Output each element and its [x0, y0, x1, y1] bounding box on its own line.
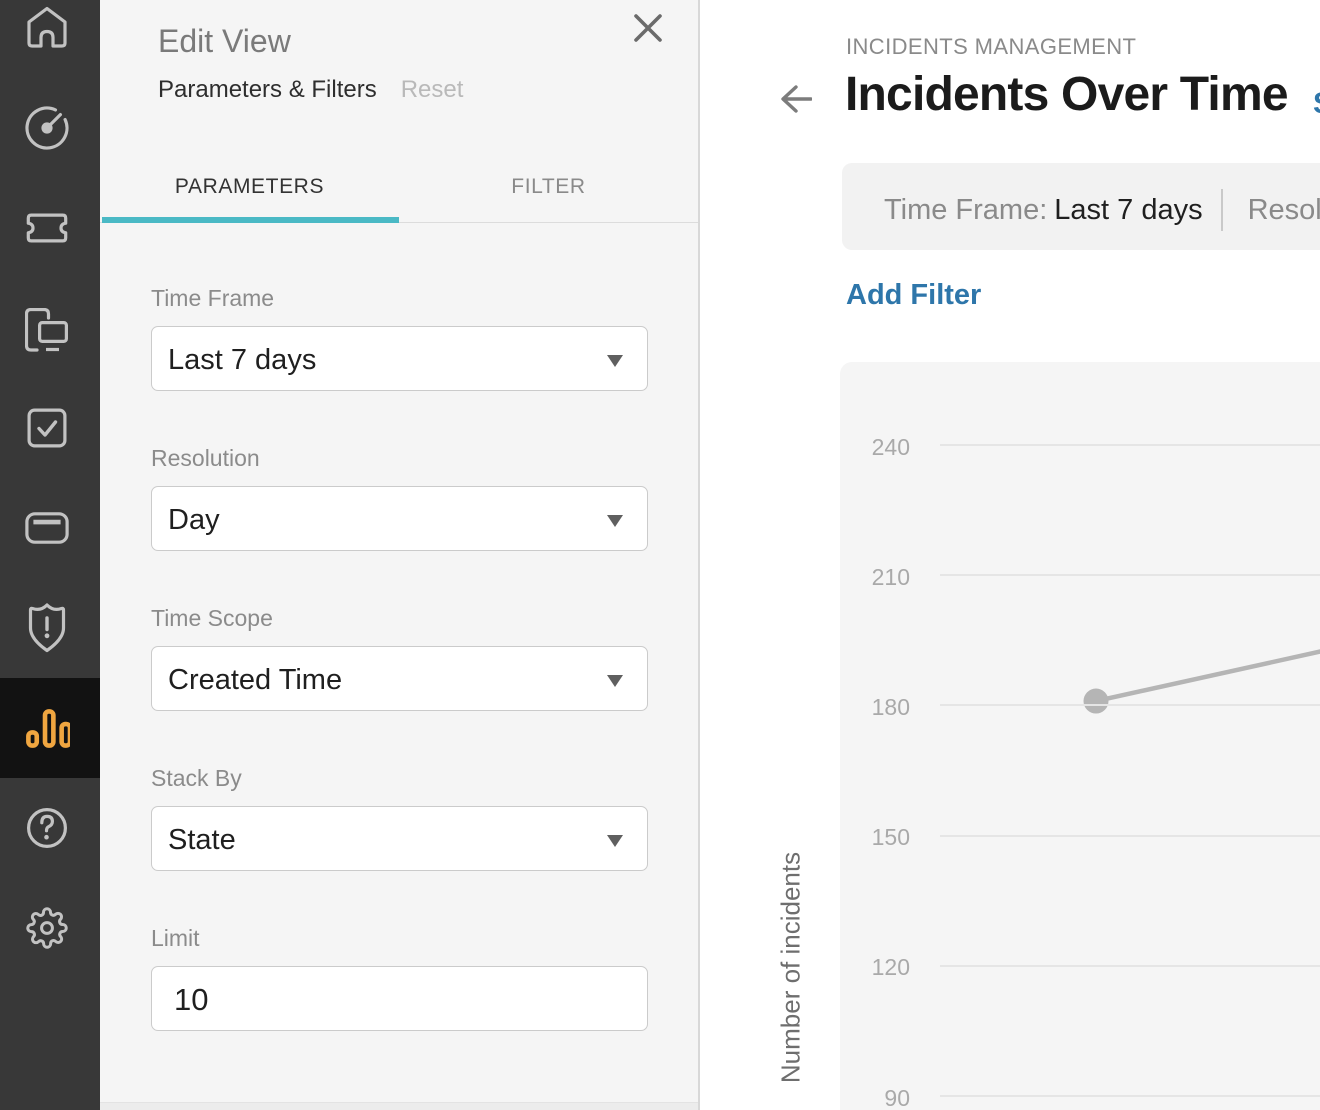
chevron-down-icon: [607, 514, 623, 527]
gridline-90: [940, 1095, 1320, 1097]
filter-summary-bar[interactable]: Time Frame: Last 7 days Resolution: Day: [842, 163, 1320, 250]
data-point: [1083, 688, 1109, 714]
sidebar-item-ticket[interactable]: [0, 178, 100, 278]
sidebar-item-help[interactable]: [0, 778, 100, 878]
chevron-down-icon: [607, 834, 623, 847]
tab-bar: PARAMETERS FILTER: [100, 165, 698, 223]
sidebar-item-devices[interactable]: [0, 280, 100, 380]
shield-alert-icon: [25, 603, 76, 653]
gridline-120: [940, 964, 1320, 967]
filterbar-label-timeframe: Time Frame:: [884, 193, 1048, 226]
reset-link[interactable]: Reset: [400, 76, 464, 103]
field-label: Time Scope: [151, 605, 273, 631]
help-icon: [25, 806, 76, 850]
sidebar-item-shield-alert[interactable]: [0, 578, 100, 678]
limit-input[interactable]: [151, 966, 648, 1031]
gridline-180: [940, 704, 1320, 707]
field-label: Limit: [151, 925, 200, 951]
close-icon: [634, 14, 662, 42]
field-group-limit: Limit: [151, 924, 648, 1084]
devices-icon: [24, 308, 76, 352]
chart-panel: Number of incidents 240 210 180 150 120 90: [776, 362, 1320, 1110]
filterbar-label-resolution: Resolution:: [1247, 193, 1320, 226]
select-value: Day: [168, 504, 220, 536]
field-label: Time Frame: [151, 285, 275, 311]
chevron-down-icon: [607, 354, 623, 367]
filterbar-value-timeframe: Last 7 days: [1054, 193, 1203, 226]
save-link[interactable]: Save: [1313, 87, 1320, 121]
y-tick-180: 180: [871, 693, 910, 720]
y-tick-120: 120: [871, 954, 910, 981]
ticket-icon: [25, 206, 76, 250]
task-check-icon: [25, 406, 76, 450]
active-tab-underline: [102, 217, 399, 223]
home-icon: [25, 6, 76, 50]
bar-chart-icon: [24, 705, 77, 751]
tab-filter[interactable]: FILTER: [511, 175, 586, 198]
settings-icon: [25, 906, 76, 950]
gridline-210: [940, 574, 1320, 577]
field-label: Resolution: [151, 445, 260, 471]
back-arrow-icon: [781, 85, 812, 113]
page-title: Incidents Over Time: [845, 68, 1289, 121]
chart-line-series: [1083, 649, 1320, 714]
edit-view-panel: Edit View Parameters & Filters Reset PARA…: [100, 0, 700, 1110]
main-scroll-region: INCIDENTS MANAGEMENT Incidents Over Time…: [702, 0, 1320, 1110]
stack-by-select[interactable]: State: [151, 806, 648, 871]
field-group-stack-by: Stack By State: [151, 764, 648, 924]
panel-subtitle: Parameters & Filters: [158, 76, 377, 103]
tab-parameters[interactable]: PARAMETERS: [174, 175, 325, 198]
sidebar-item-card[interactable]: [0, 478, 100, 578]
y-tick-240: 240: [871, 433, 910, 460]
time-frame-select[interactable]: Last 7 days: [151, 326, 648, 391]
select-value: State: [168, 824, 236, 856]
y-tick-90: 90: [884, 1084, 910, 1110]
panel-subrow: Parameters & Filters Reset: [158, 76, 463, 104]
field-label: Stack By: [151, 765, 242, 791]
select-value: Last 7 days: [168, 344, 317, 376]
field-group-time-scope: Time Scope Created Time: [151, 604, 648, 764]
sidebar-item-bar-chart[interactable]: [0, 678, 100, 778]
field-group-time-frame: Time Frame Last 7 days: [151, 284, 648, 444]
trend-line: [1095, 649, 1320, 704]
breadcrumb: INCIDENTS MANAGEMENT: [846, 34, 1137, 59]
y-axis-label: Number of incidents: [775, 851, 806, 1084]
card-icon: [24, 506, 76, 550]
back-button[interactable]: [766, 78, 826, 120]
main-content: INCIDENTS MANAGEMENT Incidents Over Time…: [702, 0, 1320, 1110]
panel-bottom-divider: [100, 1102, 698, 1110]
sidebar-item-home[interactable]: [0, 0, 100, 78]
gridline-150: [940, 834, 1320, 837]
sidebar-item-task-check[interactable]: [0, 378, 100, 478]
gridline-240: [940, 444, 1320, 446]
gauge-icon: [24, 106, 76, 150]
y-tick-150: 150: [871, 824, 910, 851]
field-group-resolution: Resolution Day: [151, 444, 648, 604]
resolution-select[interactable]: Day: [151, 486, 648, 551]
time-scope-select[interactable]: Created Time: [151, 646, 648, 711]
y-tick-210: 210: [871, 563, 910, 590]
sidebar: [0, 0, 100, 1110]
panel-title: Edit View: [158, 23, 291, 59]
select-value: Created Time: [168, 664, 343, 696]
filterbar-divider: [1220, 189, 1223, 231]
chevron-down-icon: [607, 674, 623, 687]
sidebar-item-settings[interactable]: [0, 878, 100, 978]
add-filter-link[interactable]: Add Filter: [846, 279, 982, 311]
sidebar-item-gauge[interactable]: [0, 78, 100, 178]
close-button[interactable]: [620, 0, 676, 56]
